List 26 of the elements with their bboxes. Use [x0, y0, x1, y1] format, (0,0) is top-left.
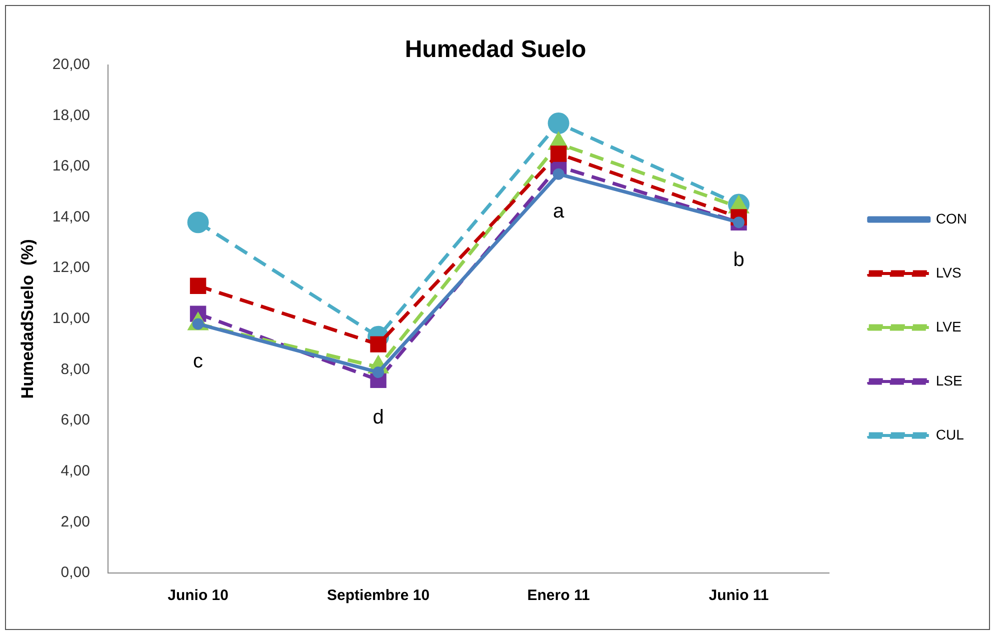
y-tick-label: 20,00 [52, 56, 90, 73]
x-tick-label: Enero 11 [527, 587, 590, 604]
y-tick-label: 16,00 [52, 158, 90, 175]
y-tick-label: 12,00 [52, 259, 90, 276]
y-tick-label: 4,00 [60, 462, 90, 480]
legend-label: LSE [936, 372, 962, 388]
y-tick-label: 18,00 [52, 106, 90, 124]
annotation: c [193, 350, 204, 372]
y-tick-label: 0,00 [60, 564, 90, 582]
y-tick-label: 14,00 [52, 208, 90, 226]
x-tick-label: Junio 10 [168, 587, 228, 604]
legend-label: LVS [936, 264, 962, 280]
y-tick-label: 2,00 [60, 513, 90, 530]
legend-label: CON [936, 210, 968, 226]
chart-title: Humedad Suelo [404, 36, 586, 64]
annotation: a [552, 200, 565, 223]
x-tick-label: Junio 11 [708, 587, 769, 604]
y-axis-title: HumedadSuelo (%) [18, 239, 37, 399]
legend-label: LVE [936, 318, 962, 334]
y-tick-label: 10,00 [52, 310, 90, 328]
y-tick-label: 8,00 [60, 360, 90, 378]
y-tick-label: 6,00 [60, 412, 90, 429]
annotation: b [733, 248, 744, 271]
annotation: d [372, 406, 384, 428]
legend-label: CUL [936, 426, 964, 442]
x-tick-label: Septiembre 10 [327, 587, 430, 604]
